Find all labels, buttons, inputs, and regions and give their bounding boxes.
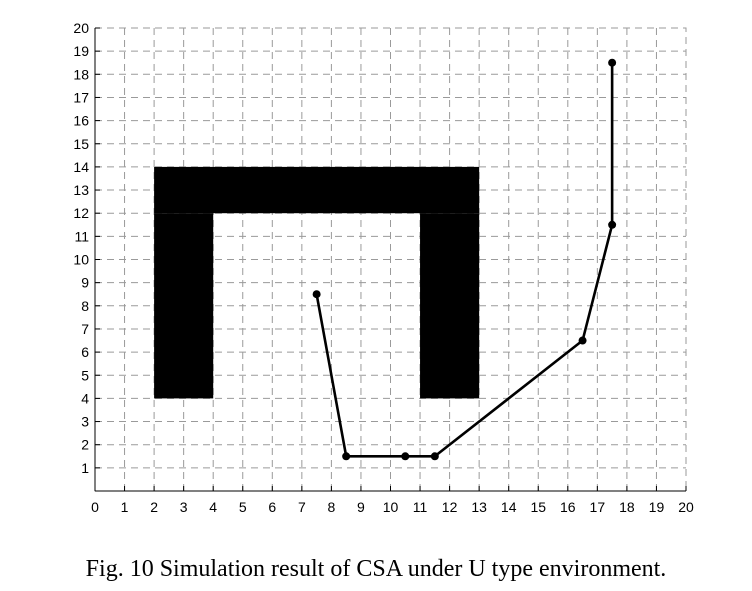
- y-tick-label: 6: [81, 344, 89, 360]
- path-point: [608, 220, 617, 229]
- y-tick-label: 7: [81, 321, 89, 337]
- x-tick-label: 7: [298, 499, 306, 515]
- y-tick-label: 2: [81, 437, 89, 453]
- path-layer: [312, 58, 617, 461]
- x-tick-label: 19: [649, 499, 665, 515]
- y-tick-label: 20: [73, 20, 89, 36]
- x-tick-label: 15: [530, 499, 546, 515]
- x-tick-label: 16: [560, 499, 576, 515]
- path-point: [430, 452, 439, 461]
- y-tick-label: 9: [81, 275, 89, 291]
- y-tick-label: 19: [73, 43, 89, 59]
- x-tick-label: 9: [357, 499, 365, 515]
- y-tick-label: 13: [73, 182, 89, 198]
- y-tick-label: 17: [73, 89, 89, 105]
- x-tick-label: 8: [328, 499, 336, 515]
- y-tick-label: 1: [81, 460, 89, 476]
- y-tick-label: 18: [73, 66, 89, 82]
- x-tick-label: 1: [121, 499, 129, 515]
- x-tick-label: 2: [150, 499, 158, 515]
- x-tick-label: 10: [383, 499, 399, 515]
- figure-caption: Fig. 10 Simulation result of CSA under U…: [85, 556, 667, 582]
- obstacle-layer: [154, 166, 480, 399]
- x-tick-label: 4: [209, 499, 217, 515]
- x-tick-label: 12: [442, 499, 458, 515]
- y-tick-label: 10: [73, 252, 89, 268]
- path-point: [608, 58, 617, 67]
- obstacle-block: [154, 213, 214, 399]
- x-tick-label: 13: [471, 499, 487, 515]
- y-tick-label: 4: [81, 390, 89, 406]
- y-tick-label: 11: [74, 228, 89, 244]
- x-tick-label: 20: [678, 499, 694, 515]
- y-tick-label: 5: [81, 367, 89, 383]
- x-tick-label: 17: [590, 499, 606, 515]
- path-point: [312, 290, 321, 299]
- path-point: [401, 452, 410, 461]
- y-tick-label: 15: [73, 136, 89, 152]
- x-tick-label: 11: [413, 499, 428, 515]
- x-tick-label: 0: [91, 499, 99, 515]
- y-tick-label: 16: [73, 113, 89, 129]
- y-tick-label: 3: [81, 414, 89, 430]
- y-tick-label: 14: [73, 159, 89, 175]
- x-tick-label: 18: [619, 499, 635, 515]
- x-tick-labels: 0 1 2 3 4 5 6 7 8 9 10 11 12 13 14 15 16 17 18 19 20: [91, 499, 694, 515]
- y-tick-label: 8: [81, 298, 89, 314]
- x-tick-label: 6: [268, 499, 276, 515]
- y-tick-label: 12: [73, 205, 89, 221]
- x-tick-label: 3: [180, 499, 188, 515]
- chart-svg: 0 1 2 3 4 5 6 7 8 9 10 11 12 13 14 15 16 17 18 19 20 1234567…: [73, 20, 694, 515]
- x-tick-label: 5: [239, 499, 247, 515]
- obstacle-block: [154, 166, 480, 214]
- axes-frame: [94, 27, 687, 492]
- x-tick-label: 14: [501, 499, 517, 515]
- obstacle-block: [420, 213, 480, 399]
- path-point: [342, 452, 351, 461]
- path-point: [578, 336, 587, 345]
